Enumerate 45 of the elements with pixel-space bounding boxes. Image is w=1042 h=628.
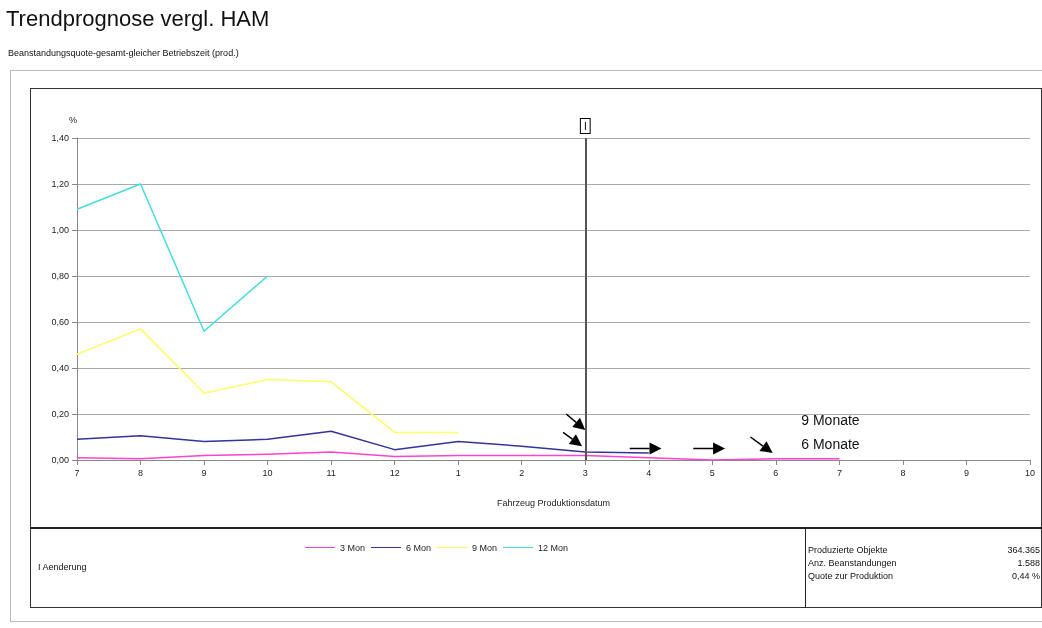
x-tick-label: 2 [519, 467, 525, 478]
chart-title: Trendprognose vergl. HAM [6, 6, 270, 32]
x-axis-title: Fahrzeug Produktionsdatum [496, 497, 611, 508]
x-tick-label: 10 [1024, 467, 1036, 478]
x-tick-label: 8 [138, 467, 144, 478]
text: Produzierte Objekte [808, 545, 888, 555]
legend-label: 3 Mon [340, 542, 366, 553]
x-tick-label: 10 [262, 467, 273, 478]
text: 364.365 [1007, 545, 1040, 555]
line-series [76, 183, 269, 332]
chart-subtitle: Beanstandungsquote-gesamt-gleicher Betriebszeit (prod.) [8, 48, 239, 58]
x-tick-label: 7 [74, 467, 80, 478]
text: Quote zur Produktion [808, 571, 894, 581]
text: I Aenderung [38, 562, 87, 572]
y-tick-label: 1,40 [51, 133, 69, 143]
y-tick-label: 1,00 [51, 225, 69, 235]
y-tick-label: 0,80 [51, 271, 69, 281]
x-tick-label: 1 [455, 467, 461, 478]
x-tick-label: 7 [836, 467, 842, 478]
annotation: 6 Monate [801, 436, 860, 453]
x-tick-label: 9 [201, 467, 207, 478]
ref-line-label: I [583, 120, 587, 132]
x-tick-label: 4 [646, 467, 652, 478]
annotation: 9 Monate [801, 411, 860, 428]
line-series [76, 328, 459, 434]
x-tick-label: 8 [900, 467, 906, 478]
text: Anz. Beanstandungen [808, 558, 897, 568]
x-tick-label: 9 [963, 467, 969, 478]
x-tick-label: 6 [773, 467, 779, 478]
x-tick-label: 5 [709, 467, 715, 478]
text: 0,44 % [1011, 571, 1040, 581]
x-tick-label: 11 [326, 467, 336, 478]
legend-label: 6 Mon [406, 542, 432, 553]
text: 1.588 [1017, 558, 1040, 568]
y-tick-label: 1,20 [51, 179, 69, 189]
line-series [76, 451, 841, 461]
y-tick-label: 0,60 [51, 317, 69, 327]
y-tick-label: 0,00 [51, 455, 69, 465]
y-axis-title: % [68, 114, 77, 125]
legend-label: 9 Mon [472, 542, 498, 553]
legend-label: 12 Mon [538, 542, 569, 553]
x-tick-label: 12 [389, 467, 400, 478]
y-tick-label: 0,40 [51, 363, 69, 373]
x-tick-label: 3 [582, 467, 588, 478]
y-tick-label: 0,20 [51, 409, 69, 419]
